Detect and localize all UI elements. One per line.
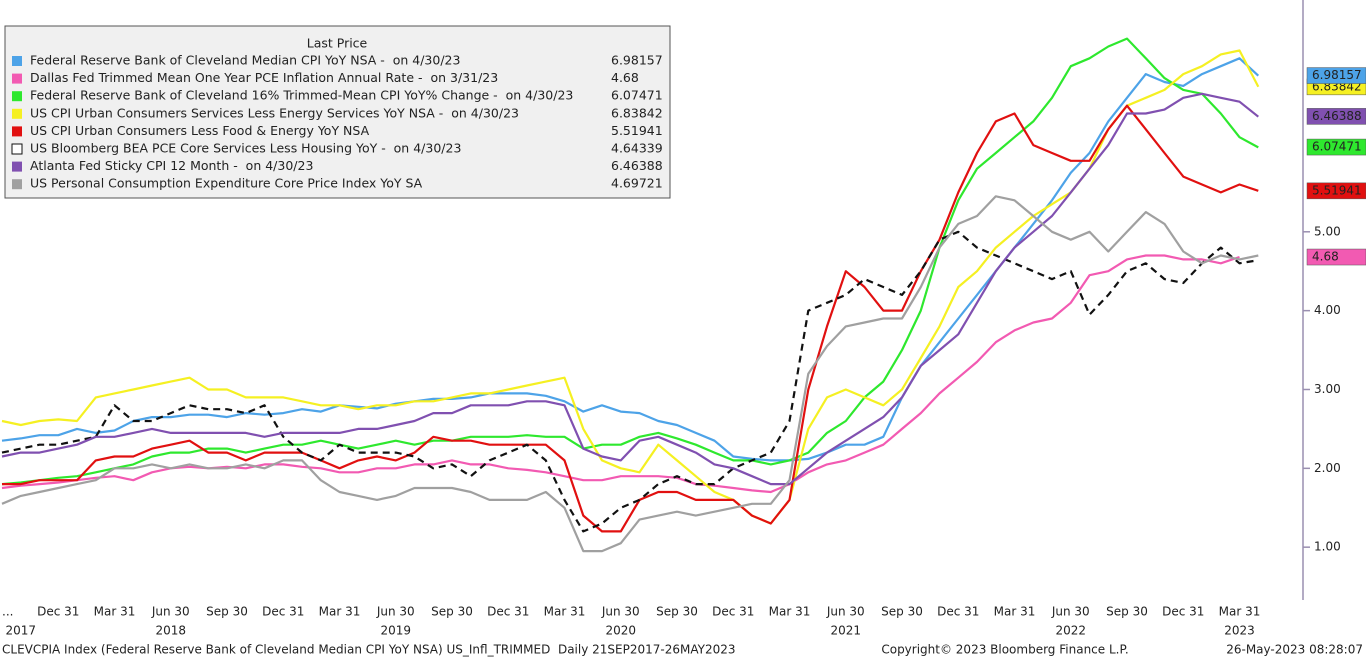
x-tick-label: Sep 30: [1106, 605, 1148, 619]
series-line: [1, 92, 1259, 486]
x-tick-label: Mar 31: [769, 605, 811, 619]
series-line: [2, 104, 1259, 533]
x-tick-label: Dec 31: [37, 605, 79, 619]
legend-label: US Bloomberg BEA PCE Core Services Less …: [30, 141, 461, 156]
x-tick-label: Mar 31: [94, 605, 136, 619]
x-tick-label: Dec 31: [1162, 605, 1204, 619]
legend-label: US CPI Urban Consumers Services Less Ene…: [30, 105, 519, 120]
x-tick-label: Mar 31: [994, 605, 1036, 619]
x-tick-label: Jun 30: [601, 605, 640, 619]
legend-value: 4.64339: [611, 141, 663, 156]
axes: 1.00 2.00 3.00 4.00 5.00... Dec 31 Mar 31 Jun 3…: [2, 67, 1366, 638]
x-tick-label: Jun 30: [376, 605, 415, 619]
footer-center: Copyright© 2023 Bloomberg Finance L.P.: [881, 643, 1128, 657]
legend-label: Dallas Fed Trimmed Mean One Year PCE Inf…: [30, 70, 498, 85]
x-year-label: 2018: [155, 624, 186, 638]
legend-label: Federal Reserve Bank of Cleveland Median…: [30, 53, 460, 68]
legend-value: 5.51941: [611, 123, 663, 138]
y-tick-label: 3.00: [1314, 382, 1341, 396]
legend-label: US CPI Urban Consumers Less Food & Energ…: [30, 123, 370, 138]
end-value-box: [1306, 182, 1366, 200]
end-value-box: [1306, 67, 1366, 84]
legend-swatch: [12, 108, 22, 119]
end-value-box: [1306, 248, 1366, 266]
x-tick-label: Sep 30: [656, 605, 698, 619]
footer-right: 26-May-2023 08:28:07: [1226, 643, 1363, 657]
legend-label: US Personal Consumption Expenditure Core…: [30, 176, 423, 191]
legend-swatch: [12, 161, 22, 172]
series-line: [1, 57, 1260, 462]
end-value-box: [1306, 108, 1366, 125]
x-year-label: 2021: [830, 624, 861, 638]
x-tick-label: Dec 31: [487, 605, 529, 619]
legend-value: 6.83842: [611, 105, 663, 120]
x-tick-label: Jun 30: [826, 605, 865, 619]
x-tick-label: Dec 31: [712, 605, 754, 619]
x-tick-label: Sep 30: [431, 605, 473, 619]
legend-value: 6.98157: [611, 53, 663, 68]
series-line: [1, 195, 1259, 553]
end-value-box: [1306, 138, 1366, 156]
x-tick-label: Dec 31: [937, 605, 979, 619]
legend-value: 6.07471: [611, 88, 663, 103]
x-tick-label: Jun 30: [1051, 605, 1090, 619]
y-tick-label: 2.00: [1314, 461, 1341, 475]
footer-left: CLEVCPIA Index (Federal Reserve Bank of …: [2, 643, 735, 657]
x-tick-label: ...: [2, 605, 13, 619]
y-tick-label: 5.00: [1314, 224, 1341, 238]
series-line: [1, 230, 1259, 533]
x-tick-label: Mar 31: [1219, 605, 1261, 619]
x-year-label: 2017: [5, 624, 36, 638]
legend-title: Last Price: [307, 36, 368, 51]
x-year-label: 2019: [380, 624, 411, 638]
legend-value: 4.68: [611, 70, 639, 85]
x-tick-label: Dec 31: [262, 605, 304, 619]
x-year-label: 2023: [1224, 624, 1255, 638]
series-line: [1, 49, 1260, 525]
end-value-label: 4.68: [1312, 250, 1339, 264]
end-value-label: 6.07471: [1312, 140, 1362, 154]
x-tick-label: Sep 30: [206, 605, 248, 619]
series-line: [1, 37, 1259, 486]
plot-area: [1, 37, 1260, 553]
legend: Last Price Federal Reserve Bank of Cleve…: [4, 25, 671, 199]
legend-swatch: [12, 73, 22, 84]
legend-label: Federal Reserve Bank of Cleveland 16% Tr…: [30, 88, 573, 103]
x-year-label: 2020: [605, 624, 636, 638]
x-year-label: 2022: [1055, 624, 1086, 638]
x-tick-label: Mar 31: [544, 605, 586, 619]
legend-value: 6.46388: [611, 158, 663, 173]
end-value-label: 5.51941: [1312, 183, 1362, 197]
end-value-label: 6.46388: [1312, 109, 1362, 123]
x-tick-label: Sep 30: [881, 605, 923, 619]
x-tick-label: Mar 31: [319, 605, 361, 619]
y-tick-label: 1.00: [1314, 540, 1341, 554]
x-tick-label: Jun 30: [151, 605, 190, 619]
legend-swatch: [12, 126, 22, 137]
legend-box: [4, 25, 671, 199]
legend-swatch: [12, 56, 22, 66]
legend-swatch: [11, 143, 23, 155]
legend-swatch: [12, 91, 22, 102]
end-value-label: 6.98157: [1312, 68, 1362, 82]
legend-label: Atlanta Fed Sticky CPI 12 Month - on 4/3…: [30, 158, 313, 173]
legend-swatch: [12, 179, 22, 190]
y-tick-label: 4.00: [1314, 303, 1341, 317]
legend-value: 4.69721: [611, 176, 663, 191]
